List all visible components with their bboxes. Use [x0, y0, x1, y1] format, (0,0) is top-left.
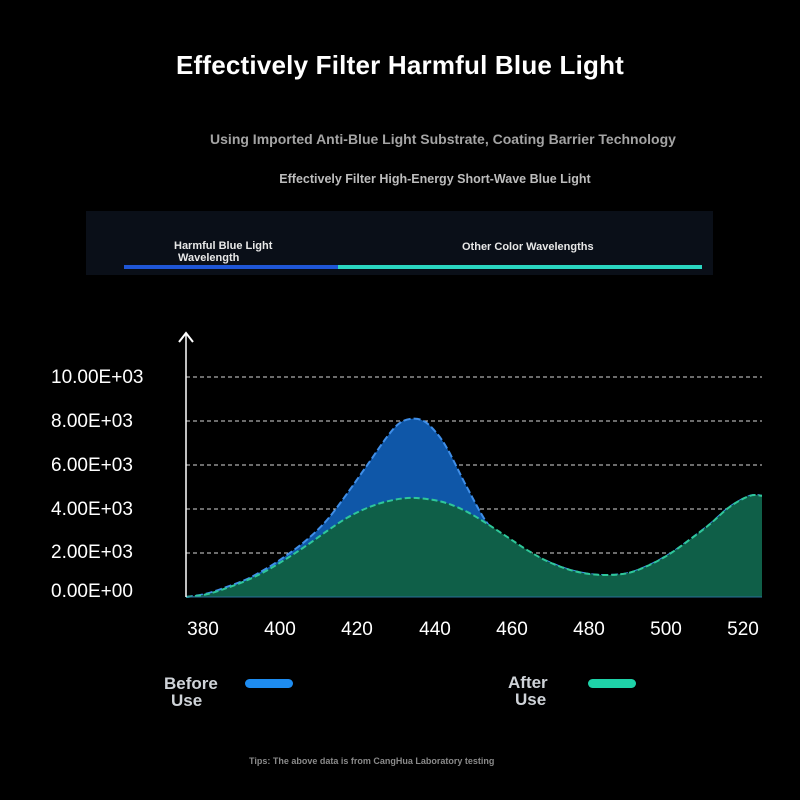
legend-before-label: Before Use	[164, 675, 218, 709]
x-tick-labels: 380 400 420 440 460 480 500 520	[187, 619, 759, 640]
legend-after-swatch	[588, 679, 636, 688]
legend-after-line1: After	[508, 673, 548, 692]
other-wavelengths-label: Other Color Wavelengths	[462, 241, 594, 253]
y-tick-label: 10.00E+03	[51, 367, 143, 388]
y-tick-labels: 0.00E+00 2.00E+03 4.00E+03 6.00E+03 8.00E+03…	[51, 367, 143, 602]
legend-before-line1: Before	[164, 674, 218, 693]
y-axis-arrow-icon	[178, 331, 194, 343]
x-tick-label: 420	[341, 619, 373, 640]
y-tick-label: 6.00E+03	[51, 455, 133, 476]
subtitle-filter: Effectively Filter High-Energy Short-Wav…	[279, 172, 591, 186]
y-tick-label: 0.00E+00	[51, 581, 133, 602]
harmful-blue-light-label-line1: Harmful Blue Light	[174, 240, 273, 252]
y-tick-label: 8.00E+03	[51, 411, 133, 432]
subtitle-technology: Using Imported Anti-Blue Light Substrate…	[210, 131, 676, 147]
legend-before-swatch	[245, 679, 293, 688]
legend-before-line2: Use	[171, 691, 203, 710]
harmful-blue-light-label: Harmful Blue Light Wavelength	[174, 240, 272, 264]
x-tick-label: 460	[496, 619, 528, 640]
legend-after-line2: Use	[515, 690, 547, 709]
x-tick-label: 380	[187, 619, 219, 640]
y-tick-label: 2.00E+03	[51, 542, 133, 563]
y-tick-label: 4.00E+03	[51, 499, 133, 520]
page-title: Effectively Filter Harmful Blue Light	[175, 50, 625, 80]
legend-after-label: After Use	[508, 674, 548, 708]
chart-areas	[185, 417, 763, 598]
x-tick-label: 500	[650, 619, 682, 640]
harmful-blue-light-label-line2: Wavelength	[178, 252, 240, 264]
x-tick-label: 400	[264, 619, 296, 640]
other-wavelengths-bar	[338, 265, 702, 269]
harmful-blue-light-bar	[124, 265, 338, 269]
series-line-after-use	[185, 494, 763, 598]
series-line-before-use	[185, 417, 763, 598]
x-tick-label: 440	[419, 619, 451, 640]
wavelength-band-panel	[86, 211, 713, 275]
data-source-tip: Tips: The above data is from CangHua Lab…	[249, 756, 495, 766]
area-after-use	[186, 495, 762, 597]
x-tick-label: 520	[727, 619, 759, 640]
x-tick-label: 480	[573, 619, 605, 640]
